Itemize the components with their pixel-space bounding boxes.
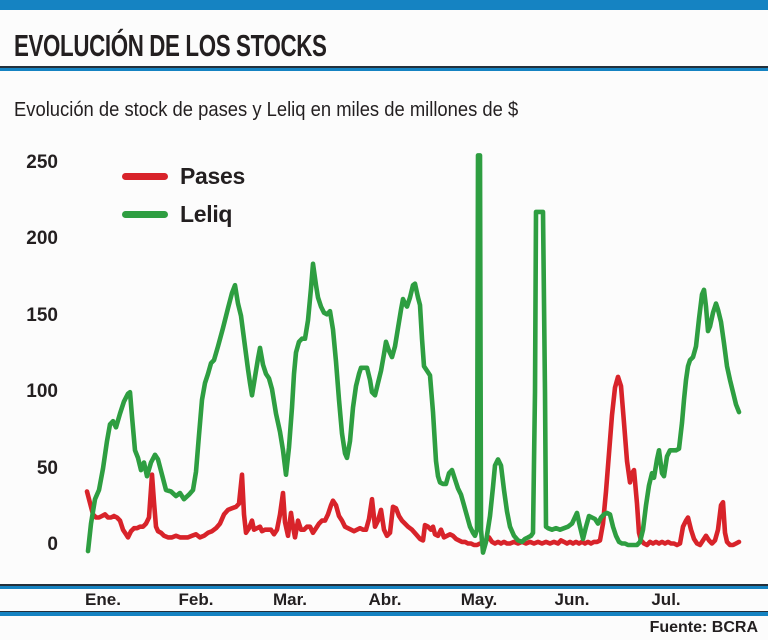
month-band-top-rule-blue (0, 585, 768, 589)
month-band-bottom-rule-blue (0, 612, 768, 616)
x-month-label: Jun. (554, 590, 590, 609)
month-band-top-rule-dark (0, 584, 768, 586)
x-month-label: Ene. (85, 590, 121, 609)
month-band-bottom-rule-dark (0, 610, 768, 612)
y-tick-label: 150 (26, 304, 58, 326)
x-month-label: Jul. (651, 590, 681, 609)
y-axis: 0 50 100 150 200 250 (0, 0, 58, 640)
series-line-pases (84, 374, 742, 548)
pases-line-swatch (122, 172, 168, 180)
chart-subtitle: Evolución de stock de pases y Leliq en m… (14, 99, 519, 121)
y-tick-label: 50 (36, 457, 58, 479)
source-label: Fuente: BCRA (649, 619, 758, 636)
y-tick-label: 100 (26, 381, 58, 403)
y-tick-label: 200 (26, 228, 58, 250)
chart-legend: Pases Leliq (122, 162, 245, 238)
x-month-label: Mar. (272, 590, 308, 609)
legend-item-leliq: Leliq (122, 200, 245, 228)
title-rule-dark (0, 66, 768, 68)
legend-label: Pases (180, 162, 246, 189)
y-tick-label: 0 (47, 534, 58, 555)
page-title: EVOLUCIÓN DE LOS STOCKS (14, 28, 327, 63)
x-month-label: Feb. (178, 590, 214, 609)
top-accent-bar (0, 0, 768, 10)
legend-label: Leliq (180, 200, 233, 227)
leliq-line-swatch (122, 210, 168, 218)
title-rule-blue (0, 68, 768, 71)
x-month-label: May. (460, 590, 498, 609)
legend-item-pases: Pases (122, 162, 245, 190)
x-month-label: Abr. (368, 590, 402, 609)
y-tick-label: 250 (26, 152, 58, 173)
